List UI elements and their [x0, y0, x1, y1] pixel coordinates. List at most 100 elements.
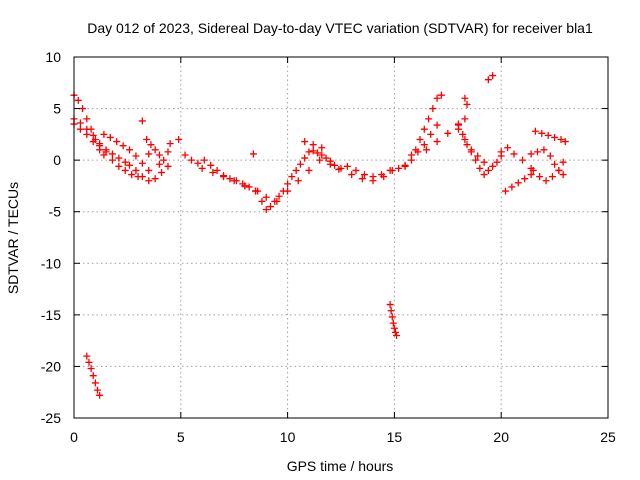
data-point	[542, 177, 550, 185]
data-point	[209, 169, 217, 177]
data-point	[160, 156, 168, 164]
data-point	[301, 154, 309, 162]
data-point	[420, 141, 428, 149]
data-point	[540, 146, 548, 154]
data-point	[181, 151, 189, 159]
data-point	[561, 138, 569, 146]
data-point	[459, 130, 467, 138]
data-point	[288, 173, 296, 181]
series-arc-q	[422, 115, 469, 154]
data-point	[474, 152, 482, 160]
data-point	[467, 146, 475, 154]
series-arc-u	[484, 72, 497, 84]
data-point	[275, 192, 283, 200]
x-tick-label: 10	[280, 429, 296, 445]
data-point	[326, 160, 334, 168]
plot-frame	[73, 56, 609, 419]
data-point	[444, 129, 452, 137]
y-tick-label: -25	[41, 410, 61, 426]
data-point	[497, 148, 505, 156]
data-point	[407, 151, 415, 159]
data-point	[83, 352, 91, 360]
data-point	[262, 206, 270, 214]
series-arc-n	[343, 162, 409, 181]
data-point	[343, 162, 351, 170]
data-point	[292, 166, 300, 174]
data-point	[294, 177, 302, 185]
data-point	[87, 364, 95, 372]
x-tick-label: 5	[177, 429, 185, 445]
data-point	[138, 159, 146, 167]
data-point	[416, 136, 424, 144]
series-arc-j	[254, 147, 343, 214]
data-point	[425, 115, 433, 123]
data-point	[301, 138, 309, 146]
data-point	[504, 144, 512, 152]
data-point	[378, 171, 386, 179]
data-point	[386, 166, 394, 174]
data-point	[420, 125, 428, 133]
series-arc-bb	[386, 301, 401, 339]
chart-title: Day 012 of 2023, Sidereal Day-to-day VTE…	[87, 20, 593, 36]
data-point	[100, 130, 108, 138]
series-arc-l	[301, 138, 326, 152]
data-point	[151, 175, 159, 183]
y-tick-label: -5	[49, 204, 62, 220]
series-arc-g	[138, 117, 163, 168]
data-point	[348, 171, 356, 179]
data-point	[89, 138, 97, 146]
data-point	[314, 149, 322, 157]
data-point	[79, 105, 87, 113]
series-arc-y	[529, 158, 567, 185]
data-point	[121, 158, 129, 166]
series-arc-d	[100, 130, 153, 174]
data-point	[213, 166, 221, 174]
data-point	[76, 125, 84, 133]
data-point	[132, 166, 140, 174]
series-arc-r	[454, 120, 505, 179]
data-point	[138, 117, 146, 125]
series-arc-f	[143, 136, 174, 164]
data-point	[145, 166, 153, 174]
data-point	[108, 150, 116, 158]
data-point	[126, 161, 134, 169]
data-point	[536, 173, 544, 181]
data-point	[76, 119, 84, 127]
data-point	[369, 173, 377, 181]
data-point	[387, 307, 395, 315]
data-point	[480, 158, 488, 166]
data-point	[331, 161, 339, 169]
series-arc-aa	[83, 352, 104, 399]
x-tick-label: 15	[387, 429, 403, 445]
series-arc-t	[461, 94, 471, 108]
data-point	[249, 150, 257, 158]
data-point	[386, 301, 394, 309]
data-point	[96, 142, 104, 150]
axis-ticks: 0 5 10 15 20 25 10 5 0 -5 -10 -15 -20 -25	[41, 49, 616, 445]
data-point	[128, 171, 136, 179]
data-point	[427, 130, 435, 138]
data-point	[273, 197, 281, 205]
series-arc-e	[126, 161, 172, 185]
data-point	[519, 156, 527, 164]
data-point	[318, 144, 326, 152]
x-axis-title: GPS time / hours	[287, 458, 394, 474]
data-point	[318, 151, 326, 159]
y-tick-label: 10	[45, 49, 61, 65]
data-point	[309, 147, 317, 155]
data-point	[527, 171, 535, 179]
data-point	[559, 158, 567, 166]
data-point	[132, 152, 140, 160]
data-point	[187, 156, 195, 164]
data-point	[258, 197, 266, 205]
data-point	[472, 156, 480, 164]
data-point	[121, 166, 129, 174]
data-point	[151, 146, 159, 154]
data-point	[395, 164, 403, 172]
data-point	[158, 169, 166, 177]
y-tick-label: 5	[53, 101, 61, 117]
data-point	[390, 324, 398, 332]
data-point	[521, 175, 529, 183]
y-tick-label: -15	[41, 307, 61, 323]
